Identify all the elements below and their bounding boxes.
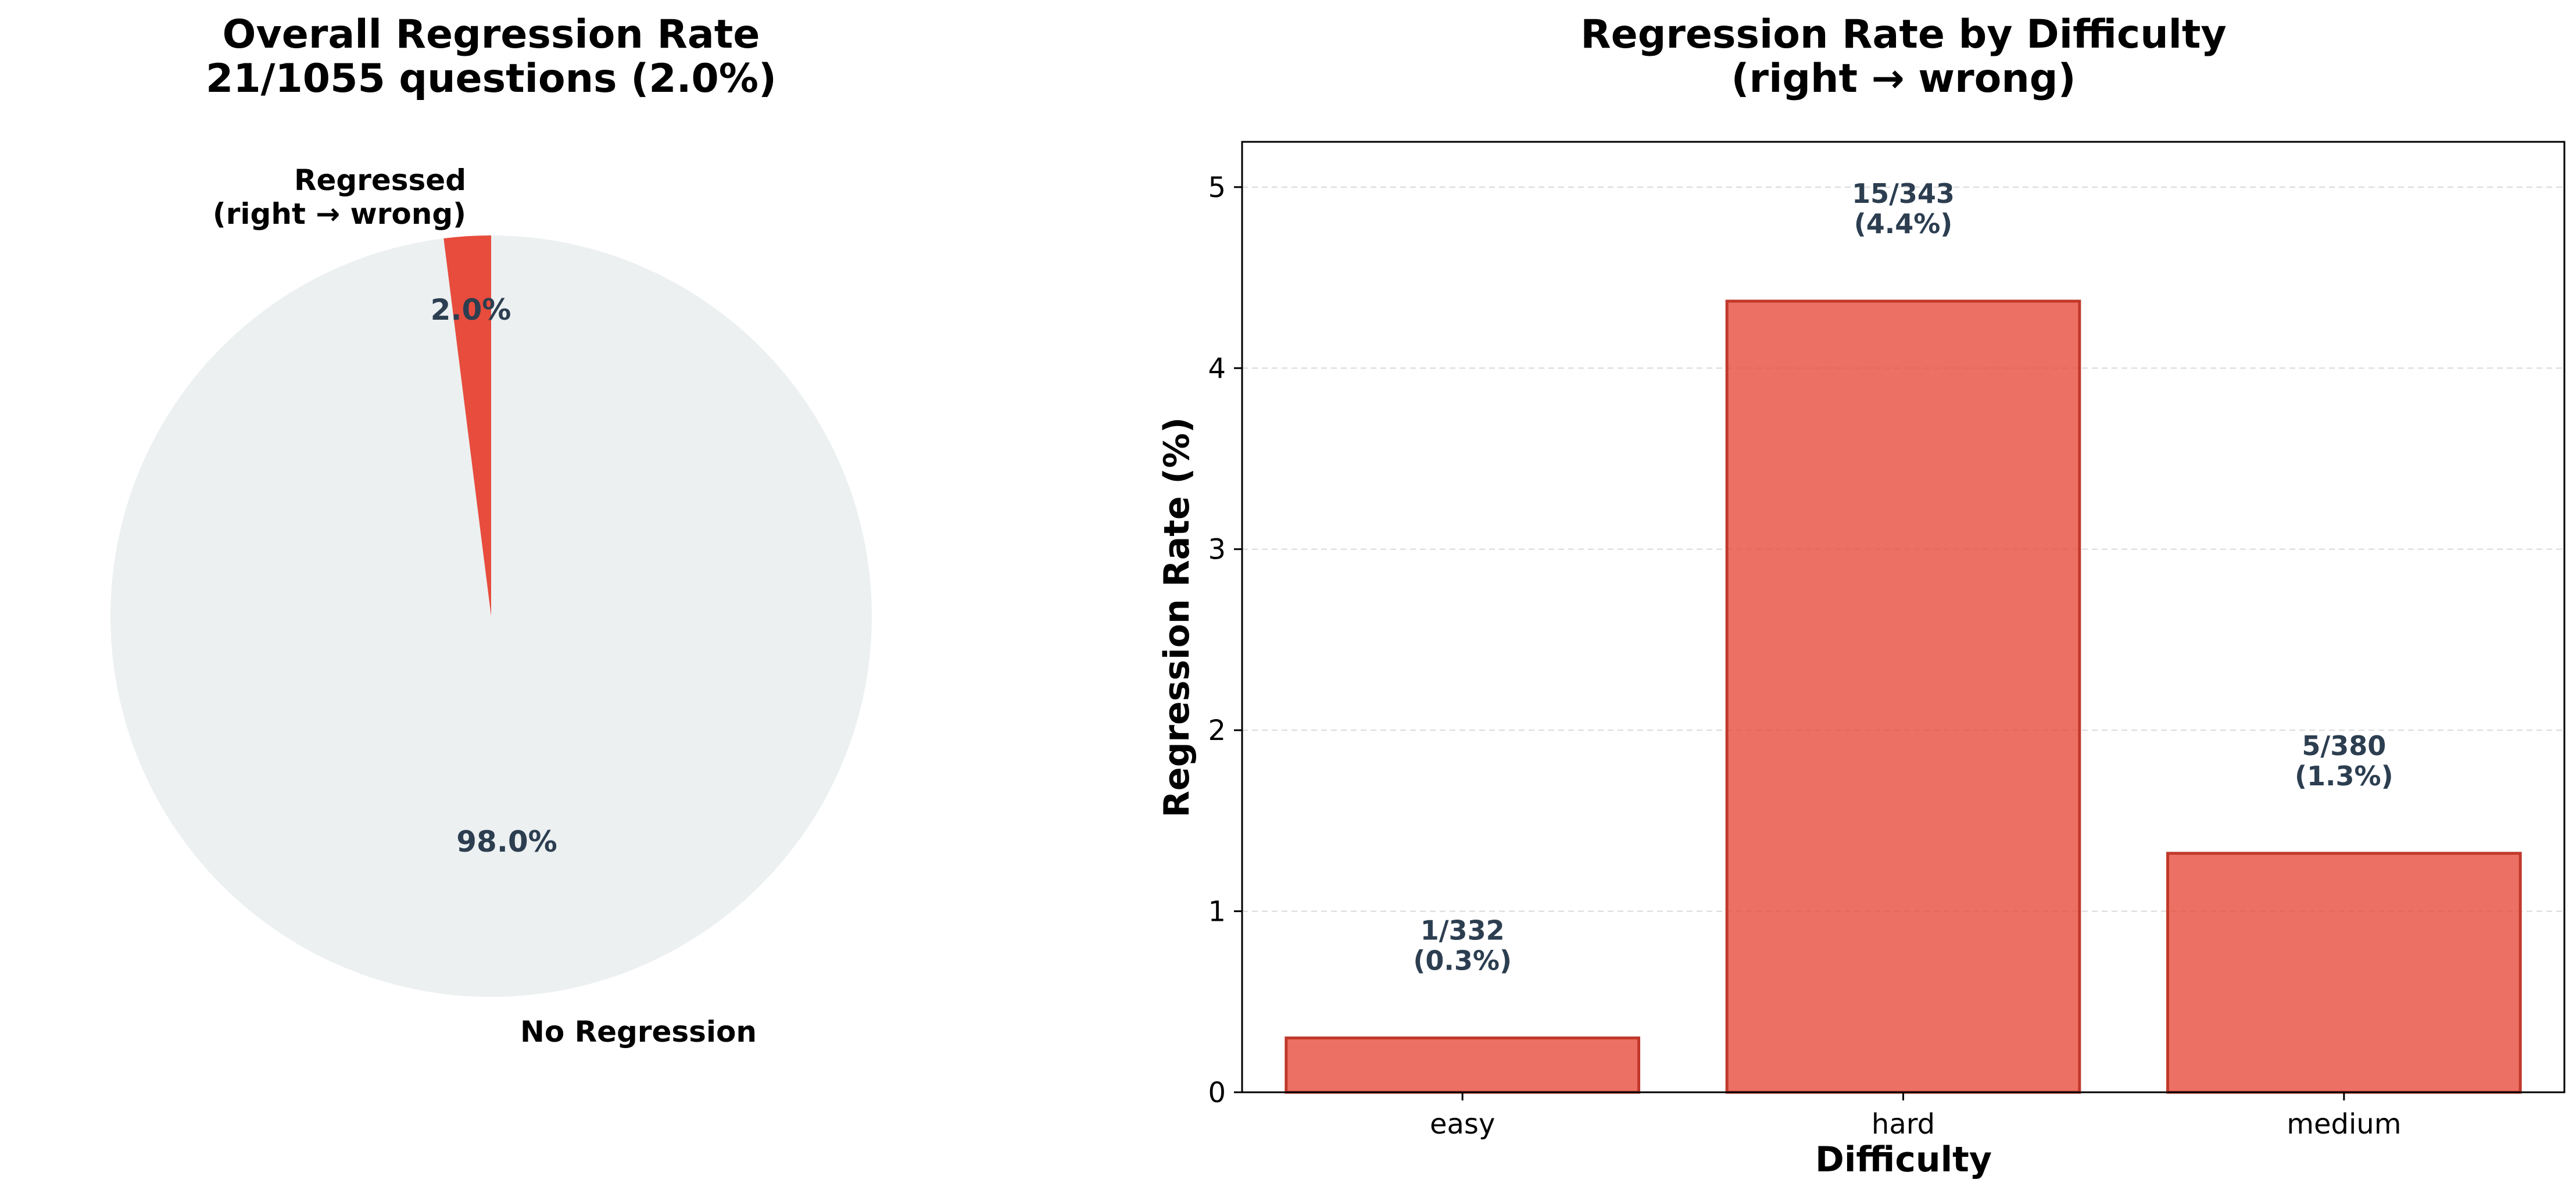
pie-slices xyxy=(110,235,872,997)
y-axis-ticks: 0 1 2 3 4 5 xyxy=(1208,171,1242,1109)
pie-pct-regressed: 2.0% xyxy=(431,293,511,327)
pie-label-regressed-line-1: Regressed xyxy=(294,163,466,197)
x-tick-label-medium: medium xyxy=(2287,1108,2401,1141)
bar-data-label-easy: 1/332 xyxy=(1421,915,1505,946)
bar-data-label-medium: (1.3%) xyxy=(2295,760,2393,792)
y-tick-label: 0 xyxy=(1208,1077,1226,1109)
bar-data-label-hard: 15/343 xyxy=(1852,178,1955,209)
y-tick-label: 2 xyxy=(1208,714,1226,747)
bar-title-line-2: (right → wrong) xyxy=(1731,56,2076,102)
pie-label-regressed-line-2: (right → wrong) xyxy=(213,197,466,231)
y-axis-label: Regression Rate (%) xyxy=(1157,417,1197,818)
x-tick-label-easy: easy xyxy=(1430,1108,1495,1141)
bar-easy xyxy=(1285,1036,1640,1094)
pie-label-no-regression: No Regression xyxy=(520,1015,757,1049)
x-axis-ticks: easy hard medium xyxy=(1430,1092,2401,1141)
y-tick-label: 5 xyxy=(1208,171,1226,204)
x-tick-label-hard: hard xyxy=(1872,1108,1935,1141)
x-axis-label: Difficulty xyxy=(1815,1139,1992,1180)
bars xyxy=(1285,299,2522,1094)
pie-chart: Overall Regression Rate 21/1055 question… xyxy=(110,12,872,1049)
pie-title-line-2: 21/1055 questions (2.0%) xyxy=(206,56,777,102)
y-tick-label: 4 xyxy=(1208,352,1226,385)
bar-data-label-easy: (0.3%) xyxy=(1413,945,1512,977)
bar-data-label-hard: (4.4%) xyxy=(1854,208,1953,239)
pie-pct-no-regression: 98.0% xyxy=(456,825,557,859)
bar-chart: Regression Rate by Difficulty (right → w… xyxy=(1157,12,2566,1180)
y-tick-label: 3 xyxy=(1208,534,1226,566)
pie-slice-regressed xyxy=(443,235,491,616)
bar-data-label-medium: 5/380 xyxy=(2302,730,2386,762)
pie-title-line-1: Overall Regression Rate xyxy=(223,12,760,58)
y-tick-label: 1 xyxy=(1208,896,1226,928)
bar-hard xyxy=(1725,299,2081,1094)
bar-title-line-1: Regression Rate by Difficulty xyxy=(1580,12,2227,58)
bar-data-labels: 1/332(0.3%) 15/343(4.4%) 5/380(1.3%) xyxy=(1413,178,2393,977)
bar-medium xyxy=(2166,852,2522,1094)
